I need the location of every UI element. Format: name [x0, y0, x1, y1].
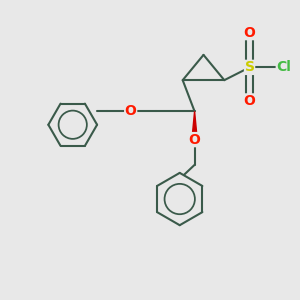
Text: O: O	[189, 133, 200, 147]
Text: O: O	[244, 26, 256, 40]
Text: O: O	[125, 104, 136, 118]
Polygon shape	[192, 111, 197, 140]
Text: S: S	[244, 60, 255, 74]
Text: O: O	[244, 94, 256, 108]
Text: Cl: Cl	[276, 60, 291, 74]
